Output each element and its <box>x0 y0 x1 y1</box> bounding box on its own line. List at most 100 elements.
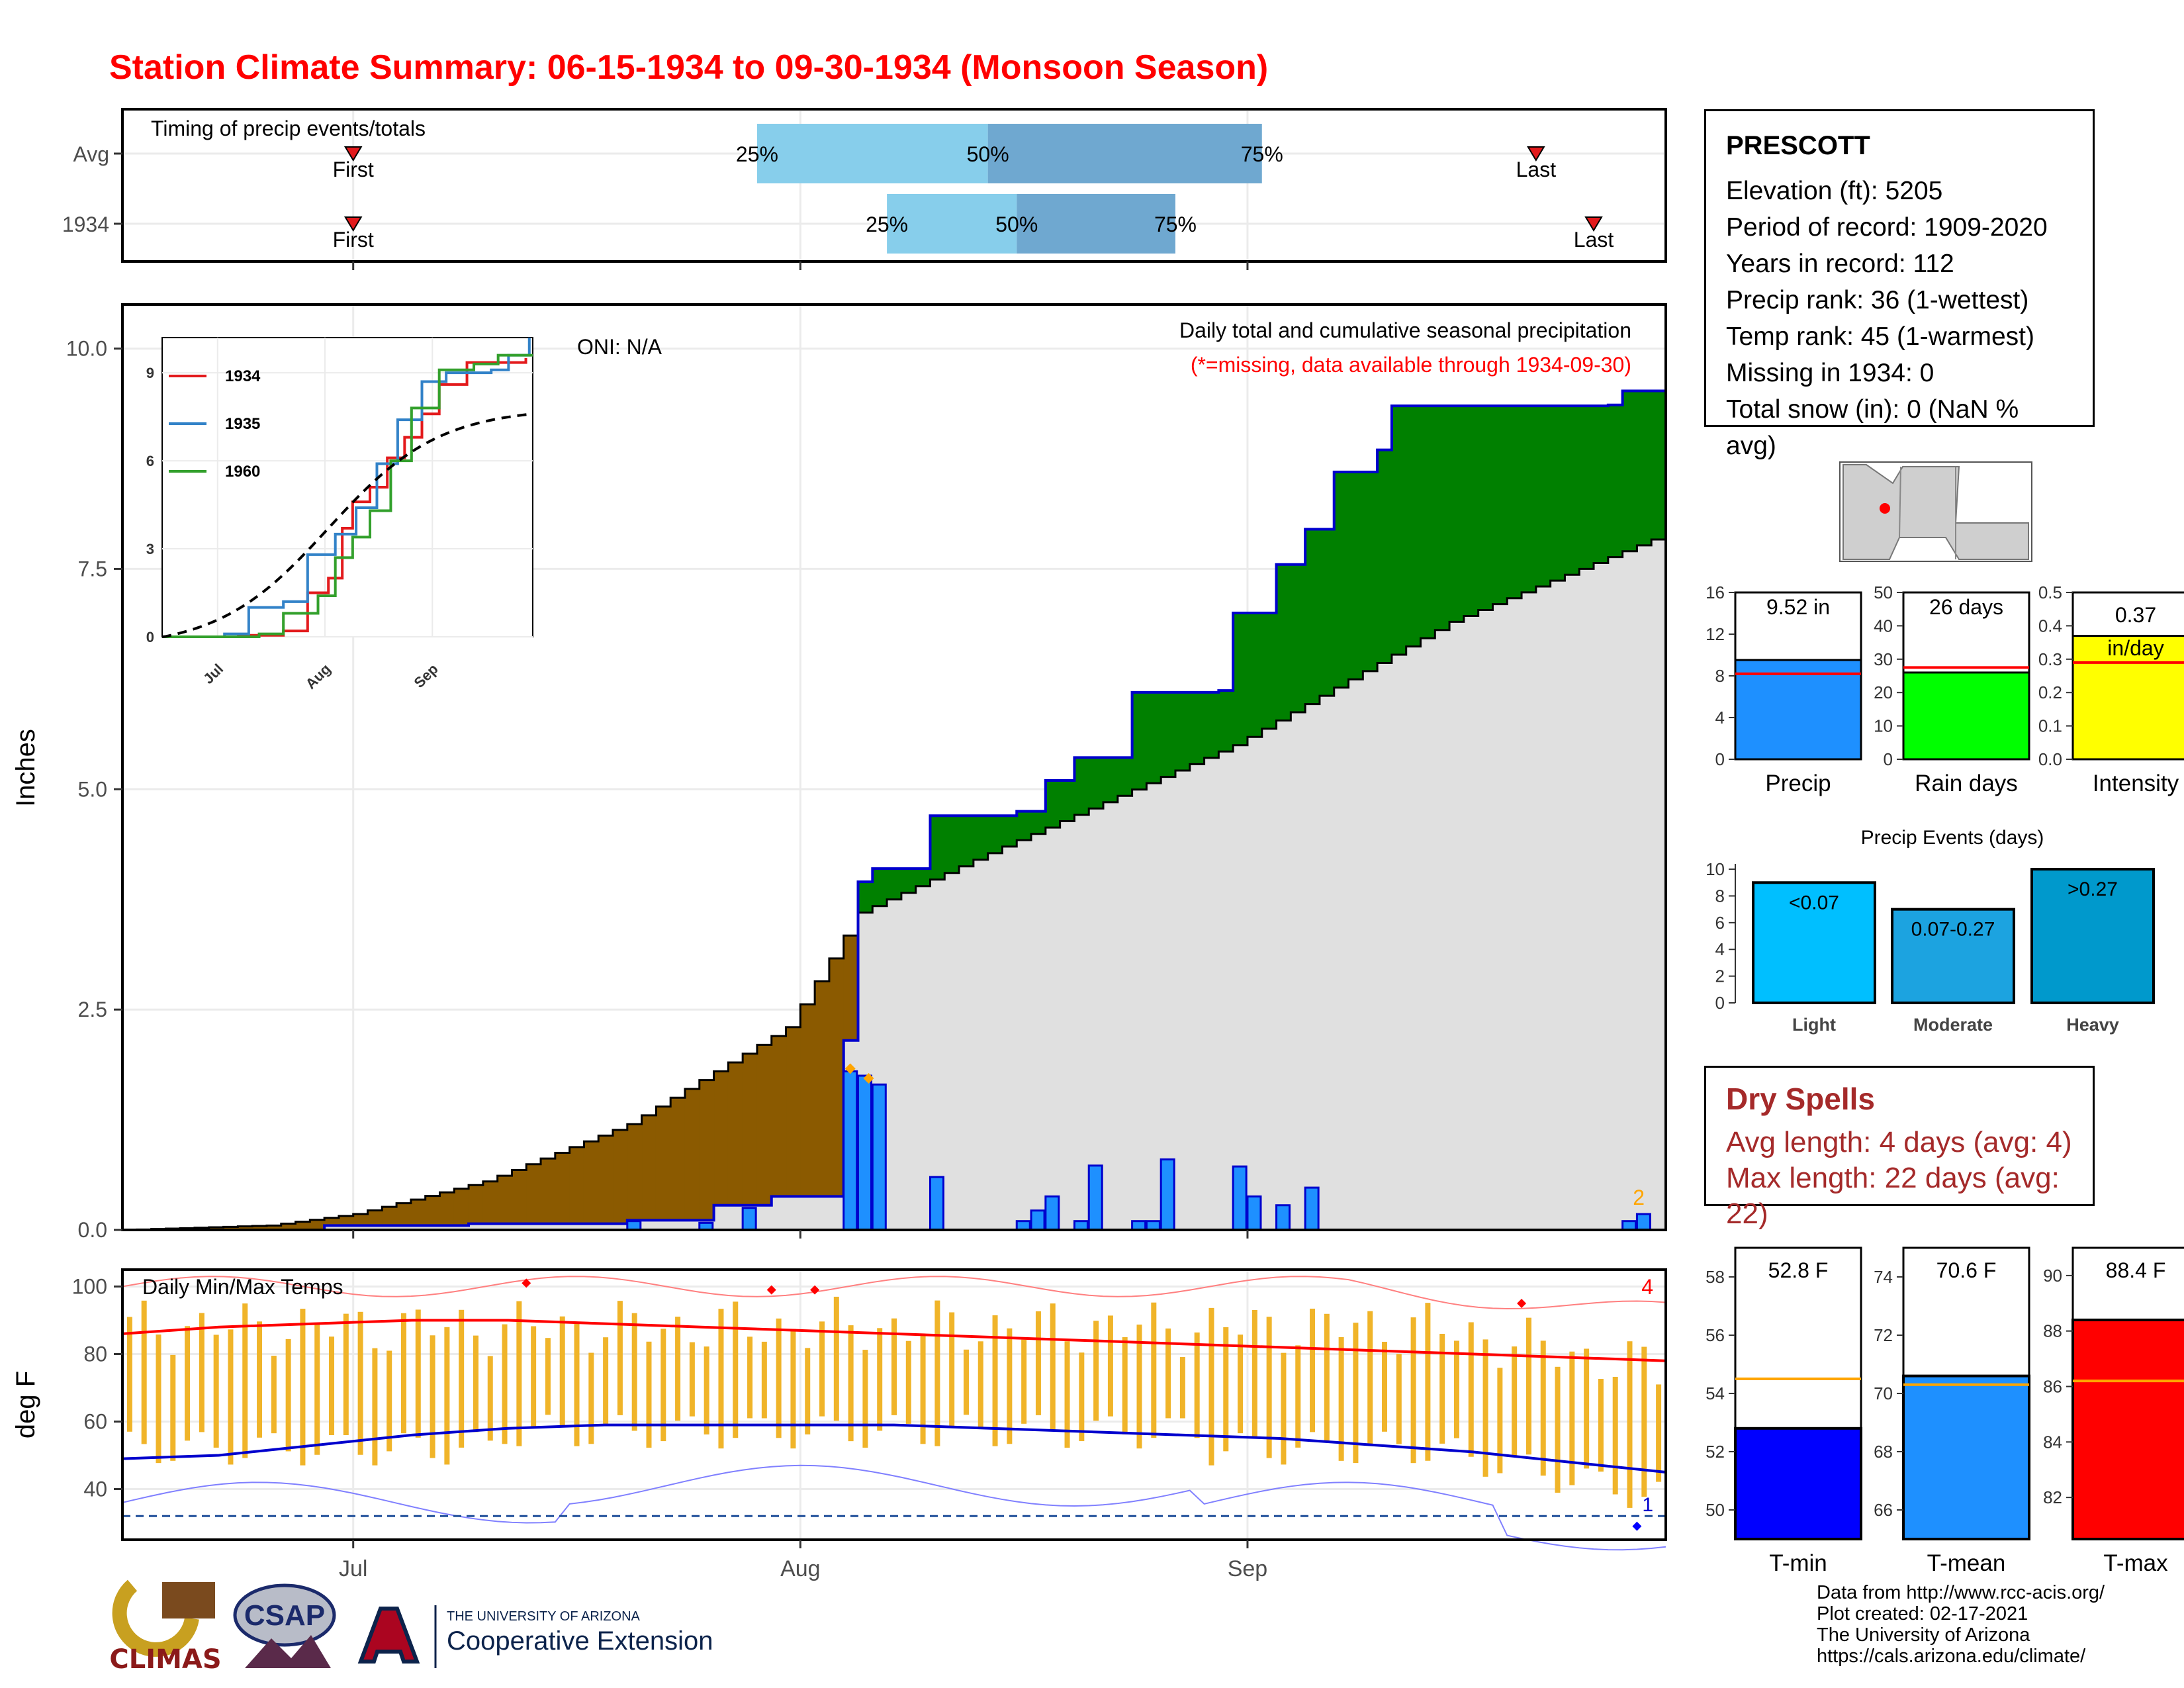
daily-precip-bar <box>1275 1204 1291 1231</box>
temp-bar-ytick-label: 52 <box>1706 1442 1725 1462</box>
precip-panel: 0.0 2.5 5.0 7.5 10.0 Inches Daily total and cu… <box>11 303 1667 1242</box>
csap-cloud-icon <box>233 1583 336 1647</box>
mini-bar-ytick-label: 0.4 <box>2038 616 2062 635</box>
temp-bar-label: T-max <box>2103 1550 2168 1576</box>
temp-bar-ytick-label: 88 <box>2043 1321 2062 1341</box>
daily-temp-bar <box>387 1350 392 1452</box>
daily-precip-bar <box>1232 1165 1248 1231</box>
precip-missing-note: (*=missing, data available through 1934-… <box>1191 353 1631 377</box>
mini-bar-ytick-label: 50 <box>1874 583 1893 602</box>
daily-temp-bar <box>1627 1341 1633 1508</box>
daily-temp-bar <box>920 1333 926 1444</box>
oni-label: ONI: N/A <box>577 335 662 359</box>
page-title: Station Climate Summary: 06-15-1934 to 0… <box>109 48 1269 87</box>
daily-temp-bar <box>271 1356 277 1434</box>
record-low-marker <box>1632 1521 1642 1531</box>
credit-university: The University of Arizona <box>1817 1624 2030 1646</box>
events-bar-light <box>1752 881 1876 1005</box>
daily-temp-bar <box>357 1311 363 1455</box>
daily-temp-bar <box>877 1328 883 1431</box>
daily-temp-bar <box>1497 1368 1503 1474</box>
mini-bar-ytick-label: 0.3 <box>2038 649 2062 669</box>
daily-temp-bar <box>1338 1337 1344 1461</box>
inset-series-1935 <box>162 338 531 638</box>
daily-temp-bar <box>1569 1351 1575 1485</box>
timing-row-label: 1934 <box>62 212 109 236</box>
timing-bar-upper <box>1017 194 1175 254</box>
daily-temp-bar <box>1251 1309 1257 1438</box>
daily-temp-bar <box>934 1300 940 1446</box>
temp-panel-label: Daily Min/Max Temps <box>142 1275 343 1299</box>
record-high-line <box>122 1276 1666 1309</box>
daily-temp-bar <box>1612 1376 1618 1495</box>
inset-frame <box>161 337 533 637</box>
daily-temp-bar <box>574 1323 580 1446</box>
temp-bar-ytick-label: 50 <box>1706 1500 1725 1520</box>
daily-temp-bar <box>1093 1321 1099 1421</box>
timing-p25: 25% <box>866 212 908 236</box>
daily-temp-bar <box>992 1315 998 1446</box>
daily-temp-bar <box>213 1335 219 1448</box>
mini-bar-label: Precip <box>1765 771 1831 796</box>
logos: CLIMAS CSAP THE UNIVERSITY OF ARIZONA Coope… <box>109 1579 713 1675</box>
station-missing: Missing in 1934: 0 <box>1726 359 1934 387</box>
mini-bar-ytick-label: 0 <box>1884 749 1893 769</box>
timing-p75: 75% <box>1154 212 1197 236</box>
timing-panel: Timing of precip events/totals Avg 25% 50% 7… <box>62 108 1667 270</box>
timing-first-label: First <box>333 228 374 252</box>
daily-temp-bar <box>978 1341 983 1428</box>
mini-bar-ytick-label: 4 <box>1715 708 1725 727</box>
timing-p25: 25% <box>736 142 778 166</box>
daily-temp-bar <box>1598 1379 1604 1472</box>
daily-temp-bar <box>531 1326 537 1427</box>
temp-ylabel: deg F <box>11 1371 40 1438</box>
daily-temp-bar <box>1396 1354 1402 1444</box>
state-border <box>1899 466 1901 538</box>
daily-temp-bar <box>588 1352 594 1444</box>
mini-bar-label: Rain days <box>1915 771 2018 796</box>
daily-temp-bar <box>805 1348 811 1434</box>
daily-temp-bar <box>1007 1328 1013 1444</box>
credits: Data from http://www.rcc-acis.org/ Plot … <box>1817 1582 2105 1667</box>
timing-bar-lower <box>756 124 988 183</box>
timing-last-marker <box>1584 216 1603 232</box>
timing-p50: 50% <box>995 212 1038 236</box>
daily-temp-bar <box>1208 1307 1214 1466</box>
temp-bar-t-mean <box>1902 1374 2030 1541</box>
mini-bar-label: Intensity <box>2093 771 2179 796</box>
temp-ytick-label: 80 <box>83 1342 107 1366</box>
daily-temp-bar <box>1453 1340 1459 1438</box>
station-precip-rank: Precip rank: 36 (1-wettest) <box>1726 286 2029 314</box>
daily-temp-bar <box>156 1334 161 1464</box>
daily-temp-bar <box>833 1296 839 1421</box>
daily-temp-bar <box>1656 1384 1662 1482</box>
precip-ytick-label: 5.0 <box>78 777 107 801</box>
timing-first-label: First <box>333 158 374 181</box>
daily-temp-bar <box>631 1313 637 1431</box>
temp-bar-ytick-label: 66 <box>1874 1500 1893 1520</box>
timing-first-marker <box>343 146 363 162</box>
station-temp-rank: Temp rank: 45 (1-warmest) <box>1726 322 2034 351</box>
daily-precip-bar <box>857 1074 873 1231</box>
temp-bar-ytick-label: 74 <box>1874 1267 1893 1287</box>
daily-temp-bar <box>1107 1315 1113 1417</box>
daily-temp-bar <box>963 1349 969 1415</box>
daily-temp-bar <box>660 1329 666 1442</box>
obs-cumulative-line <box>122 389 1666 1231</box>
precip-ytick-label: 2.5 <box>78 998 107 1021</box>
mini-bar-ytick-label: 0.1 <box>2038 716 2062 736</box>
timing-bar-upper <box>987 124 1262 183</box>
daily-temp-bar <box>415 1309 421 1438</box>
climas-logo-text: CLIMAS <box>109 1644 221 1675</box>
daily-temp-bar <box>1468 1322 1474 1457</box>
events-ytick-label: 8 <box>1715 886 1725 906</box>
daily-precip-bar <box>929 1176 944 1231</box>
daily-temp-bar <box>185 1326 191 1441</box>
station-years: Years in record: 112 <box>1726 250 1954 278</box>
daily-precip-bar <box>1635 1213 1651 1231</box>
record-high-count: 4 <box>1641 1275 1653 1299</box>
daily-temp-bar <box>776 1318 782 1438</box>
timing-bar-lower <box>887 194 1017 254</box>
events-ytick-label: 4 <box>1715 939 1725 959</box>
climas-logo-icon <box>112 1579 199 1657</box>
